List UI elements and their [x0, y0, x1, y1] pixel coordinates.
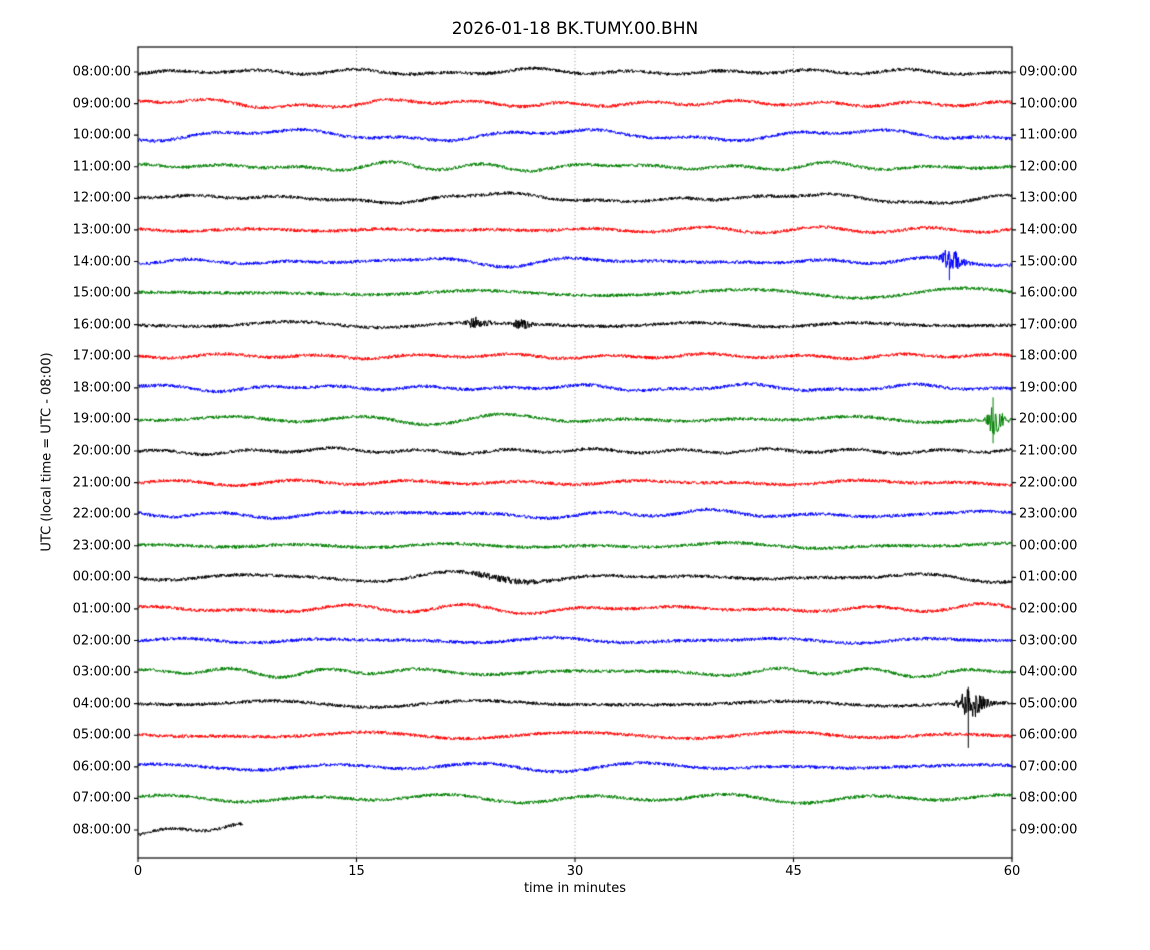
y-tick-label-right: 13:00:00: [1019, 190, 1078, 206]
y-tick-label-right: 09:00:00: [1019, 64, 1078, 80]
y-tick-label-right: 22:00:00: [1019, 475, 1078, 491]
y-tick-label-left: 17:00:00: [72, 348, 131, 364]
y-tick-label-right: 16:00:00: [1019, 285, 1078, 301]
y-tick-label-left: 14:00:00: [72, 254, 131, 269]
y-tick-label-right: 05:00:00: [1019, 696, 1078, 712]
y-tick-label-left: 05:00:00: [72, 727, 131, 743]
y-tick-label-right: 19:00:00: [1019, 380, 1078, 396]
y-tick-label-left: 04:00:00: [72, 696, 131, 712]
y-tick-label-left: 07:00:00: [72, 790, 131, 806]
y-tick-label-right: 03:00:00: [1019, 633, 1078, 648]
y-tick-label-left: 13:00:00: [72, 222, 131, 238]
y-tick-label-left: 18:00:00: [72, 380, 131, 396]
y-tick-label-left: 16:00:00: [72, 317, 131, 333]
y-tick-label-right: 07:00:00: [1019, 759, 1078, 775]
y-tick-label-right: 11:00:00: [1019, 127, 1078, 143]
y-tick-label-right: 01:00:00: [1019, 569, 1078, 585]
y-tick-label-left: 20:00:00: [72, 443, 131, 459]
y-tick-label-left: 08:00:00: [72, 64, 131, 80]
y-tick-label-left: 21:00:00: [72, 475, 131, 491]
y-tick-label-left: 01:00:00: [72, 601, 131, 617]
y-tick-label-right: 21:00:00: [1019, 443, 1078, 459]
y-tick-label-right: 18:00:00: [1019, 348, 1078, 364]
y-tick-label-right: 04:00:00: [1019, 664, 1078, 680]
y-tick-label-left: 00:00:00: [72, 569, 131, 585]
y-tick-label-right: 17:00:00: [1019, 317, 1078, 333]
y-tick-label-left: 12:00:00: [72, 190, 131, 206]
y-tick-label-left: 06:00:00: [72, 759, 131, 775]
y-tick-label-right: 02:00:00: [1019, 601, 1078, 617]
y-tick-label-left: 09:00:00: [72, 96, 131, 112]
x-axis-label: time in minutes: [523, 881, 627, 896]
y-tick-label-left: 08:00:00: [72, 822, 131, 838]
y-tick-label-left: 10:00:00: [72, 127, 131, 143]
y-tick-label-left: 02:00:00: [72, 633, 131, 648]
x-tick-label: 0: [133, 864, 143, 879]
y-tick-label-left: 19:00:00: [72, 411, 131, 427]
y-tick-label-right: 10:00:00: [1019, 96, 1078, 112]
x-tick-label: 30: [566, 864, 584, 879]
y-tick-label-right: 00:00:00: [1019, 538, 1078, 554]
y-tick-label-left: 03:00:00: [72, 664, 131, 680]
y-tick-label-right: 09:00:00: [1019, 822, 1078, 838]
y-tick-label-left: 15:00:00: [72, 285, 131, 301]
y-tick-label-right: 12:00:00: [1019, 159, 1078, 175]
y-tick-label-right: 08:00:00: [1019, 790, 1078, 806]
y-tick-label-right: 20:00:00: [1019, 411, 1078, 427]
y-tick-label-right: 15:00:00: [1019, 254, 1078, 269]
x-tick-label: 45: [785, 864, 802, 879]
y-tick-label-right: 23:00:00: [1019, 506, 1078, 522]
y-tick-label-left: 11:00:00: [72, 159, 131, 175]
x-tick-label: 60: [1003, 864, 1021, 879]
y-tick-label-left: 23:00:00: [72, 538, 131, 554]
y-tick-label-right: 14:00:00: [1019, 222, 1078, 238]
y-tick-label-left: 22:00:00: [72, 506, 131, 522]
x-tick-label: 15: [348, 864, 365, 879]
y-tick-label-right: 06:00:00: [1019, 727, 1078, 743]
chart-title: 2026-01-18 BK.TUMY.00.BHN: [451, 19, 699, 39]
